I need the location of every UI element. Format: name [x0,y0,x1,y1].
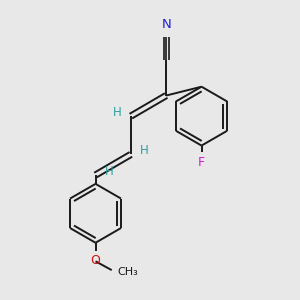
Text: F: F [198,157,205,169]
Text: O: O [91,254,100,267]
Text: H: H [105,165,114,178]
Text: H: H [113,106,122,119]
Text: H: H [140,144,149,158]
Text: CH₃: CH₃ [118,268,138,278]
Text: N: N [161,18,171,31]
